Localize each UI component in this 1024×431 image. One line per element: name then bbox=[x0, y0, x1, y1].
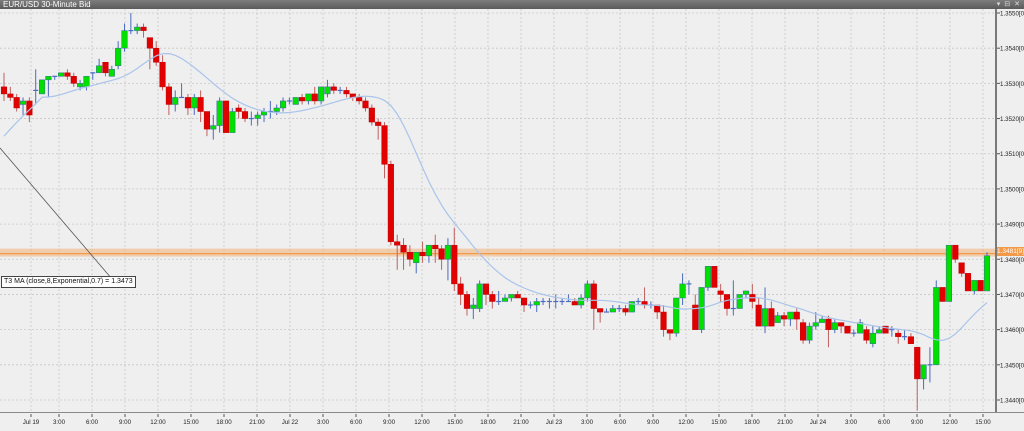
svg-text:1.3440[0]: 1.3440[0] bbox=[1000, 398, 1024, 405]
svg-text:1.3470[0]: 1.3470[0] bbox=[1000, 292, 1024, 299]
indicator-label: T3 MA (close,8,Exponential,0.7) = 1.3473 bbox=[1, 276, 136, 288]
svg-text:Jul 22: Jul 22 bbox=[282, 419, 299, 426]
svg-text:1.3490[0]: 1.3490[0] bbox=[1000, 222, 1024, 229]
svg-text:12:00: 12:00 bbox=[678, 419, 694, 426]
svg-text:15:00: 15:00 bbox=[711, 419, 727, 426]
svg-text:9:00: 9:00 bbox=[647, 419, 660, 426]
svg-text:6:00: 6:00 bbox=[878, 419, 891, 426]
svg-text:9:00: 9:00 bbox=[119, 419, 132, 426]
svg-text:9:00: 9:00 bbox=[911, 419, 924, 426]
menu-dropdown-icon[interactable]: ▾ bbox=[996, 1, 1001, 8]
svg-text:21:00: 21:00 bbox=[777, 419, 793, 426]
svg-text:1.3500[0]: 1.3500[0] bbox=[1000, 186, 1024, 193]
svg-text:6:00: 6:00 bbox=[86, 419, 99, 426]
svg-text:1.3550[0]: 1.3550[0] bbox=[1000, 11, 1024, 18]
price-axis[interactable]: 1.3550[0] 1.3540[0] 1.3530[0] 1.3520[0] 1.35… bbox=[995, 9, 1024, 412]
window-controls: ▾ ⊟ ✕ bbox=[997, 0, 1020, 9]
svg-text:9:00: 9:00 bbox=[383, 419, 396, 426]
svg-text:15:00: 15:00 bbox=[183, 419, 199, 426]
svg-text:21:00: 21:00 bbox=[249, 419, 265, 426]
chart-plot-area[interactable] bbox=[0, 9, 995, 412]
svg-text:1.3530[0]: 1.3530[0] bbox=[1000, 81, 1024, 88]
svg-text:Jul 19: Jul 19 bbox=[23, 419, 40, 426]
svg-text:12:00: 12:00 bbox=[414, 419, 430, 426]
svg-text:6:00: 6:00 bbox=[614, 419, 627, 426]
price-axis-labels: 1.3550[0] 1.3540[0] 1.3530[0] 1.3520[0] 1.35… bbox=[997, 11, 1024, 405]
svg-text:1.3520[0]: 1.3520[0] bbox=[1000, 116, 1024, 123]
svg-text:1.3540[0]: 1.3540[0] bbox=[1000, 46, 1024, 53]
svg-text:1.3460[0]: 1.3460[0] bbox=[1000, 327, 1024, 334]
svg-text:12:00: 12:00 bbox=[150, 419, 166, 426]
window-title: EUR/USD 30-Minute Bid bbox=[3, 0, 91, 9]
time-axis-labels: Jul 19 3:00 6:00 9:00 12:00 15:00 18:00 21:00 Ju… bbox=[23, 414, 991, 426]
svg-text:Jul 23: Jul 23 bbox=[546, 419, 563, 426]
svg-text:15:00: 15:00 bbox=[447, 419, 463, 426]
svg-text:15:00: 15:00 bbox=[975, 419, 991, 426]
time-axis[interactable]: Jul 19 3:00 6:00 9:00 12:00 15:00 18:00 21:00 Ju… bbox=[0, 412, 1024, 426]
svg-text:3:00: 3:00 bbox=[581, 419, 594, 426]
close-icon[interactable]: ✕ bbox=[1014, 1, 1020, 8]
svg-text:21:00: 21:00 bbox=[513, 419, 529, 426]
restore-icon[interactable]: ⊟ bbox=[1004, 1, 1011, 8]
current-price-tag: 1.3481[9] bbox=[997, 247, 1024, 256]
svg-text:6:00: 6:00 bbox=[350, 419, 363, 426]
svg-text:12:00: 12:00 bbox=[942, 419, 958, 426]
svg-text:18:00: 18:00 bbox=[216, 419, 232, 426]
svg-text:18:00: 18:00 bbox=[744, 419, 760, 426]
svg-text:Jul 24: Jul 24 bbox=[810, 419, 827, 426]
window-titlebar: EUR/USD 30-Minute Bid ▾ ⊟ ✕ bbox=[0, 0, 1024, 9]
svg-text:3:00: 3:00 bbox=[317, 419, 330, 426]
svg-text:1.3510[0]: 1.3510[0] bbox=[1000, 151, 1024, 158]
candlestick-chart bbox=[0, 9, 995, 412]
svg-text:3:00: 3:00 bbox=[845, 419, 858, 426]
svg-text:3:00: 3:00 bbox=[53, 419, 66, 426]
svg-text:1.3480[0]: 1.3480[0] bbox=[1000, 257, 1024, 264]
svg-text:18:00: 18:00 bbox=[480, 419, 496, 426]
svg-text:1.3450[0]: 1.3450[0] bbox=[1000, 362, 1024, 369]
